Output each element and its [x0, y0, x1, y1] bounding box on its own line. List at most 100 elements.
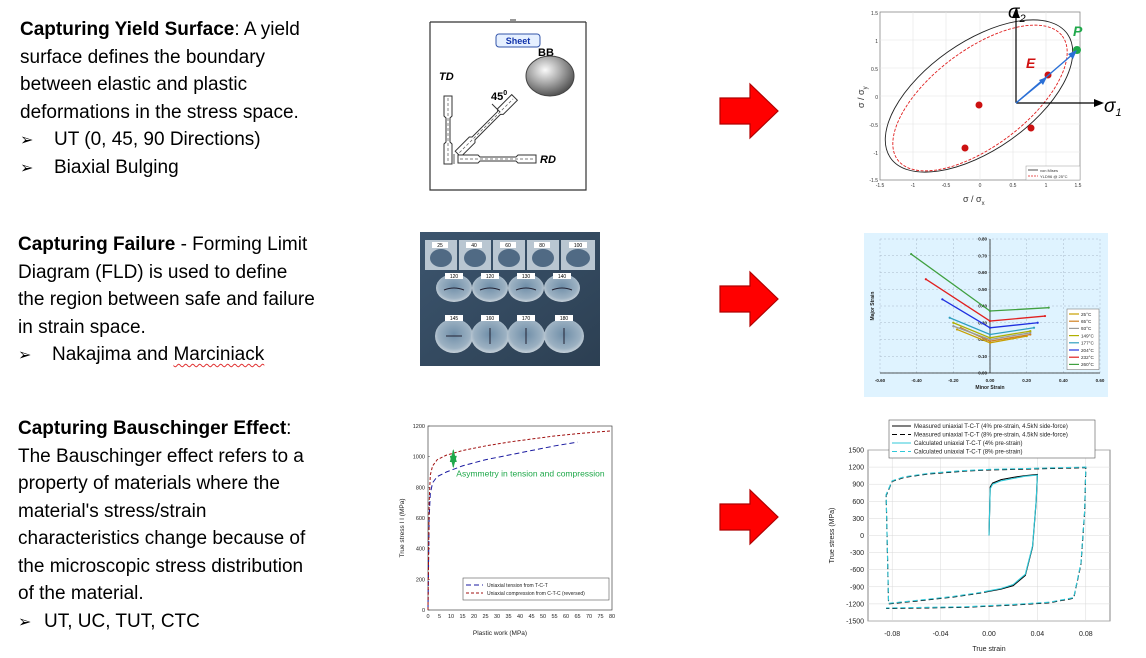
fld-point [948, 316, 951, 319]
hyst-legend-label: Calculated uniaxial T-C-T (8% pre-strain… [914, 450, 1023, 456]
fld-legend-label: 232°C [1081, 355, 1095, 360]
red-arrow-icon [719, 82, 779, 140]
asym-xtick: 10 [448, 614, 454, 620]
asymmetry-chart: 0 200 400 600 800 1000 1200 0 5 10 15 20 25 30 35 40 45 5… [399, 424, 615, 637]
fld-xtick: 0.00 [986, 378, 995, 383]
fld-legend-label: 65°C [1081, 319, 1092, 324]
legend-von-mises: von Mises [1040, 168, 1058, 173]
asym-xtick: 35 [505, 614, 511, 620]
asym-xlabel: Plastic work (MPa) [473, 630, 527, 637]
svg-text:160: 160 [486, 316, 495, 322]
fld-point [1043, 314, 1047, 318]
fld-point [924, 278, 927, 281]
sigma2-label: σ2 [1008, 2, 1026, 25]
svg-text:120: 120 [450, 274, 459, 280]
yield-ytick: -0.5 [869, 123, 878, 129]
fld-point [1032, 326, 1036, 329]
asym-series-line [427, 430, 613, 611]
yield-bullet-bulge: ➢ Biaxial Bulging [20, 154, 330, 182]
svg-text:25: 25 [437, 243, 443, 249]
hyst-xtick: 0.04 [1031, 631, 1045, 638]
photo-row-3: 145 160 170 180 [435, 315, 584, 353]
label-p: P [1073, 23, 1083, 39]
fld-point [988, 338, 992, 341]
section-bauschinger-text: Capturing Bauschinger Effect: The Bausch… [18, 415, 318, 635]
asym-xtick: 60 [563, 614, 569, 620]
von-mises-curve [884, 19, 1074, 173]
asym-ytick: 200 [416, 577, 425, 583]
hyst-ytick: -1500 [846, 619, 864, 626]
photo-row-2: 120 120 130 140 [436, 273, 580, 302]
section-yield-text: Capturing Yield Surface: A yield surface… [20, 16, 330, 181]
fld-point [1029, 333, 1032, 336]
failure-body: - Forming Limit Diagram (FLD) is used to… [18, 234, 315, 338]
fld-ytick: 0.10 [978, 354, 987, 359]
bullet-arrow-icon: ➢ [18, 345, 32, 364]
fld-point [988, 326, 992, 329]
fld-point [1029, 331, 1032, 334]
hyst-legend-label: Measured uniaxial T-C-T (8% pre-strain, … [914, 433, 1068, 439]
fld-xtick: 0.40 [1059, 378, 1068, 383]
data-point [961, 144, 969, 152]
asym-xtick: 25 [482, 614, 488, 620]
photo-row-1: 25 40 60 80 100 [425, 240, 595, 270]
specimen-sketch: Sheet BB TD 450 RD [429, 19, 587, 191]
fld-point [955, 328, 959, 331]
failure-bullet: ➢ Nakajima and Marciniack [18, 341, 318, 369]
yield-ytick: 1.5 [871, 11, 878, 17]
fld-point [1036, 321, 1039, 324]
svg-text:130: 130 [522, 274, 531, 280]
hyst-xtick: -0.08 [884, 631, 900, 638]
section-failure-text: Capturing Failure - Forming Limit Diagra… [18, 231, 318, 369]
asym-legend [462, 577, 610, 601]
bauschinger-bullet: ➢ UT, UC, TUT, CTC [18, 608, 318, 636]
fld-point [1047, 306, 1050, 309]
asym-xtick: 55 [551, 614, 557, 620]
fld-point [910, 252, 913, 256]
yield-title: Capturing Yield Surface [20, 19, 235, 40]
fld-ytick: 0.60 [978, 270, 987, 275]
asym-series-line [427, 441, 578, 611]
asym-xtick: 15 [459, 614, 465, 620]
fld-legend-label: 149°C [1081, 333, 1095, 338]
hyst-ytick: -600 [850, 567, 864, 574]
hyst-ytick: -300 [850, 550, 864, 557]
yield-xtick: 1 [1045, 183, 1048, 189]
svg-text:145: 145 [450, 316, 459, 322]
hyst-xlabel: True strain [972, 646, 1005, 653]
hyst-series-line [885, 466, 1087, 609]
fld-ylabel: Major Strain [870, 292, 876, 321]
svg-text:170: 170 [522, 316, 531, 322]
svg-text:40: 40 [471, 243, 477, 249]
fld-legend-label: 93°C [1081, 326, 1092, 331]
asym-ytick: 800 [416, 485, 425, 491]
svg-text:80: 80 [539, 243, 545, 249]
arrow-down-icon [449, 455, 457, 469]
sigma1-label: σ1 [1104, 96, 1122, 119]
fld-point [1029, 330, 1032, 333]
hyst-ytick: 1500 [848, 448, 864, 455]
hyst-series-line [885, 467, 1087, 610]
fld-point [952, 321, 955, 324]
sheet-label: Sheet [506, 36, 531, 46]
asym-legend-label: Uniaxial compression from C-T-C (reverse… [487, 591, 585, 597]
asym-xtick: 45 [528, 614, 534, 620]
yield-xtick: -1.5 [876, 183, 885, 189]
bauschinger-body: : The Bauschinger effect refers to a pro… [18, 418, 306, 604]
fld-legend-label: 260°C [1081, 362, 1095, 367]
hyst-xtick: 0.08 [1079, 631, 1093, 638]
asym-xtick: 5 [438, 614, 441, 620]
yield-xlabel: σ / σx [963, 194, 985, 207]
svg-text:120: 120 [486, 274, 495, 280]
hyst-ytick: 300 [852, 516, 864, 523]
bauschinger-title: Capturing Bauschinger Effect [18, 418, 287, 439]
asym-ytick: 0 [422, 608, 425, 614]
yield-xtick: -0.5 [942, 183, 951, 189]
hyst-series-line [988, 473, 1038, 592]
fld-point [941, 298, 944, 301]
hyst-legend-label: Calculated uniaxial T-C-T (4% pre-strain… [914, 441, 1023, 447]
fld-point [988, 340, 992, 343]
label-e: E [1026, 55, 1036, 71]
fld-point [952, 325, 955, 328]
fld-legend-label: 204°C [1081, 348, 1095, 353]
